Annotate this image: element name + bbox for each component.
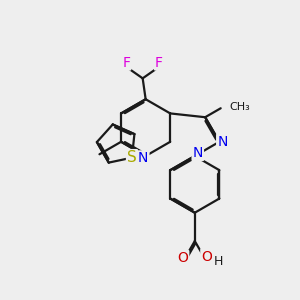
Text: N: N (138, 152, 148, 165)
Text: N: N (193, 146, 203, 160)
Text: O: O (177, 251, 188, 265)
Text: H: H (213, 255, 223, 268)
Text: CH₃: CH₃ (229, 102, 250, 112)
Text: S: S (127, 150, 137, 165)
Text: F: F (155, 56, 163, 70)
Text: N: N (217, 135, 227, 149)
Text: F: F (122, 56, 130, 70)
Text: O: O (201, 250, 212, 264)
